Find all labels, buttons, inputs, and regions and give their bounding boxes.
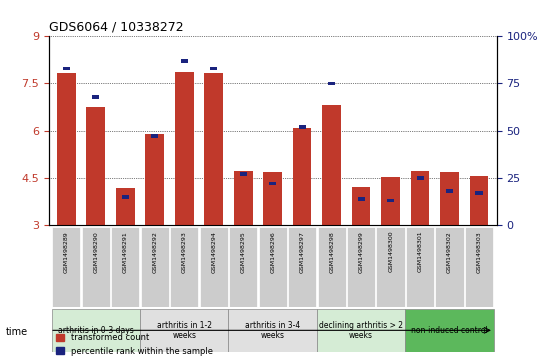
Text: GSM1498298: GSM1498298 <box>329 231 334 273</box>
Bar <box>145 134 164 225</box>
Text: GSM1498290: GSM1498290 <box>93 231 98 273</box>
Text: GSM1498293: GSM1498293 <box>182 231 187 273</box>
FancyBboxPatch shape <box>140 309 228 352</box>
Text: GDS6064 / 10338272: GDS6064 / 10338272 <box>49 21 183 34</box>
Legend: transformed count, percentile rank within the sample: transformed count, percentile rank withi… <box>53 330 217 359</box>
Bar <box>240 172 247 176</box>
Text: GSM1498303: GSM1498303 <box>477 231 482 273</box>
Text: GSM1498297: GSM1498297 <box>300 231 305 273</box>
Bar <box>476 191 483 195</box>
Bar <box>205 73 223 225</box>
FancyBboxPatch shape <box>465 227 493 307</box>
Text: GSM1498291: GSM1498291 <box>123 231 128 273</box>
Bar <box>299 125 306 129</box>
Text: GSM1498294: GSM1498294 <box>211 231 216 273</box>
Text: arthritis in 1-2
weeks: arthritis in 1-2 weeks <box>157 321 212 340</box>
FancyBboxPatch shape <box>406 309 494 352</box>
Bar <box>151 134 158 138</box>
Bar <box>381 177 400 225</box>
FancyBboxPatch shape <box>318 227 346 307</box>
Bar <box>116 188 134 225</box>
Bar <box>446 189 453 193</box>
Bar <box>57 73 76 225</box>
Text: GSM1498289: GSM1498289 <box>64 231 69 273</box>
Text: arthritis in 3-4
weeks: arthritis in 3-4 weeks <box>245 321 300 340</box>
Bar <box>175 73 193 225</box>
Bar <box>352 187 370 225</box>
Text: GSM1498299: GSM1498299 <box>359 231 363 273</box>
Text: GSM1498302: GSM1498302 <box>447 231 452 273</box>
FancyBboxPatch shape <box>347 227 375 307</box>
FancyBboxPatch shape <box>82 227 110 307</box>
Bar <box>387 199 394 203</box>
Bar <box>440 172 459 225</box>
Bar <box>86 107 105 225</box>
Text: declining arthritis > 2
weeks: declining arthritis > 2 weeks <box>319 321 403 340</box>
FancyBboxPatch shape <box>259 227 287 307</box>
Text: non-induced control: non-induced control <box>411 326 488 335</box>
Text: time: time <box>5 327 28 337</box>
Bar <box>92 95 99 99</box>
Text: GSM1498295: GSM1498295 <box>241 231 246 273</box>
Bar <box>293 127 312 225</box>
FancyBboxPatch shape <box>228 309 317 352</box>
FancyBboxPatch shape <box>51 309 140 352</box>
FancyBboxPatch shape <box>376 227 405 307</box>
Bar <box>122 195 129 199</box>
Bar <box>234 171 253 225</box>
Bar <box>328 82 335 85</box>
Bar <box>322 105 341 225</box>
Text: GSM1498300: GSM1498300 <box>388 231 393 273</box>
Bar <box>416 176 424 180</box>
FancyBboxPatch shape <box>288 227 316 307</box>
FancyBboxPatch shape <box>435 227 464 307</box>
FancyBboxPatch shape <box>111 227 139 307</box>
Text: arthritis in 0-3 days: arthritis in 0-3 days <box>58 326 134 335</box>
Bar <box>63 66 70 70</box>
Text: GSM1498301: GSM1498301 <box>417 231 423 273</box>
FancyBboxPatch shape <box>406 227 434 307</box>
Text: GSM1498292: GSM1498292 <box>152 231 157 273</box>
FancyBboxPatch shape <box>52 227 80 307</box>
FancyBboxPatch shape <box>200 227 228 307</box>
Bar <box>210 66 217 70</box>
Bar <box>180 59 188 63</box>
Bar <box>411 171 429 225</box>
Text: GSM1498296: GSM1498296 <box>270 231 275 273</box>
FancyBboxPatch shape <box>229 227 258 307</box>
Bar <box>264 172 282 225</box>
FancyBboxPatch shape <box>317 309 406 352</box>
FancyBboxPatch shape <box>140 227 169 307</box>
FancyBboxPatch shape <box>170 227 198 307</box>
Bar <box>357 197 365 200</box>
Bar <box>470 176 488 225</box>
Bar <box>269 182 276 185</box>
